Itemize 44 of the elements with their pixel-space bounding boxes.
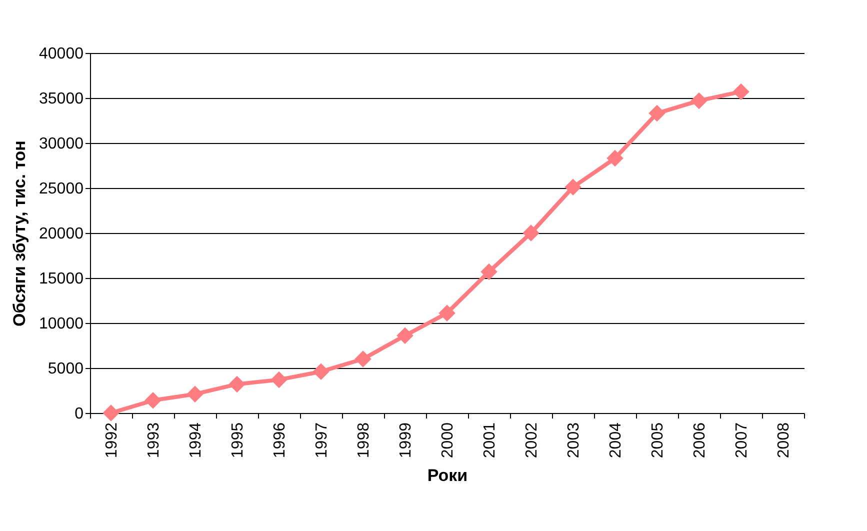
- x-tick-label: 2007: [734, 422, 750, 458]
- point: [312, 363, 330, 380]
- point: [732, 83, 750, 100]
- y-tick-label: 20000: [39, 226, 84, 242]
- point: [354, 350, 372, 368]
- y-tick-label: 25000: [39, 180, 84, 198]
- y-tick-label: 15000: [39, 270, 84, 288]
- point: [438, 304, 456, 322]
- x-tick-label: 2002: [524, 422, 540, 458]
- y-tick-label: 35000: [39, 90, 84, 108]
- x-tick-label: 2000: [440, 422, 456, 458]
- point: [648, 104, 666, 122]
- x-tick-label: 1998: [356, 422, 372, 458]
- x-tick-label: 2005: [650, 422, 666, 458]
- point: [270, 371, 288, 388]
- point: [186, 386, 204, 402]
- point: [480, 263, 498, 280]
- point: [228, 376, 246, 393]
- x-tick-label: 2008: [776, 422, 792, 458]
- x-tick-label: 1999: [398, 422, 414, 458]
- x-tick-label: 2001: [482, 422, 498, 458]
- x-tick-label: 2003: [566, 422, 582, 458]
- y-tick-label: 10000: [39, 316, 84, 332]
- point: [690, 92, 708, 110]
- x-tick-label: 1996: [272, 422, 288, 458]
- y-tick-label: 5000: [48, 360, 84, 378]
- x-tick-label: 1995: [230, 422, 246, 458]
- point: [522, 224, 540, 242]
- x-axis-title: Роки: [427, 466, 468, 486]
- y-tick-label: 40000: [39, 46, 84, 62]
- point: [102, 404, 120, 422]
- point: [396, 327, 414, 344]
- y-tick-label: 0: [74, 406, 84, 422]
- x-tick-label: 1993: [146, 422, 162, 458]
- point: [144, 392, 162, 409]
- y-axis-title: Обсяги збуту, тис. тон: [10, 140, 30, 326]
- point: [606, 150, 624, 167]
- x-tick-label: 2004: [608, 422, 624, 458]
- x-tick-label: 1997: [314, 422, 330, 458]
- x-tick-label: 1992: [104, 422, 120, 458]
- x-tick-label: 2006: [692, 422, 708, 458]
- x-tick-label: 1994: [188, 422, 204, 458]
- point: [564, 178, 582, 196]
- y-tick-label: 30000: [39, 136, 84, 152]
